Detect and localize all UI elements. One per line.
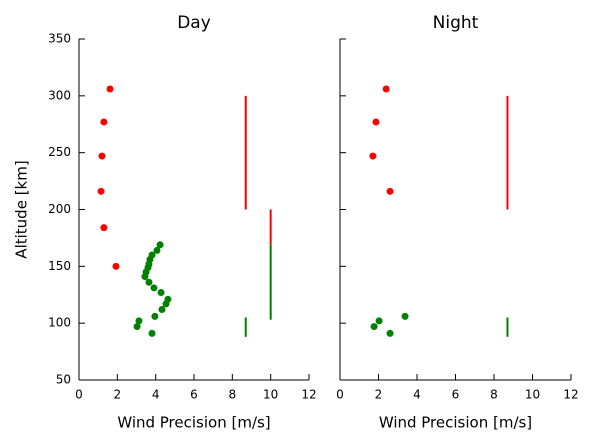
data-point: [100, 118, 108, 126]
data-point: [401, 312, 409, 320]
data-point: [151, 312, 159, 320]
x-tick-label: 12: [301, 388, 316, 402]
y-tick-label: 200: [48, 202, 71, 216]
x-tick-label: 2: [375, 388, 383, 402]
data-point: [370, 323, 378, 331]
y-tick-label: 50: [56, 373, 71, 387]
data-point: [386, 187, 394, 195]
data-point: [97, 187, 105, 195]
data-point: [375, 317, 383, 325]
data-point: [106, 85, 114, 93]
x-axis-label: Wind Precision [m/s]: [117, 414, 270, 432]
y-tick-label: 350: [48, 32, 71, 46]
data-point: [386, 329, 394, 337]
data-point: [382, 85, 390, 93]
data-point: [369, 152, 377, 160]
x-tick-label: 8: [490, 388, 498, 402]
data-point: [372, 118, 380, 126]
x-tick-label: 0: [75, 388, 83, 402]
data-point: [148, 329, 156, 337]
x-tick-label: 8: [229, 388, 237, 402]
x-axis-label: Wind Precision [m/s]: [379, 414, 532, 432]
data-point: [135, 317, 143, 325]
data-point: [156, 241, 164, 249]
x-tick-label: 0: [336, 388, 344, 402]
data-point: [133, 323, 141, 331]
data-point: [150, 284, 158, 292]
data-point: [162, 300, 170, 308]
y-tick-label: 150: [48, 259, 71, 273]
data-point: [153, 246, 161, 254]
chart-title: Day: [177, 13, 211, 33]
chart-title: Night: [433, 13, 479, 33]
x-tick-label: 4: [413, 388, 421, 402]
x-tick-label: 6: [452, 388, 460, 402]
y-tick-label: 250: [48, 145, 71, 159]
data-point: [158, 306, 166, 314]
data-point: [157, 288, 165, 296]
data-point: [112, 262, 120, 270]
data-point: [100, 224, 108, 232]
x-tick-label: 10: [263, 388, 278, 402]
data-point: [98, 152, 106, 160]
data-point: [145, 278, 153, 286]
y-tick-label: 100: [48, 316, 71, 330]
y-tick-label: 300: [48, 88, 71, 102]
x-tick-label: 2: [114, 388, 122, 402]
x-tick-label: 6: [190, 388, 198, 402]
y-axis-label: Altitude [km]: [13, 160, 31, 258]
x-tick-label: 4: [152, 388, 160, 402]
x-tick-label: 10: [525, 388, 540, 402]
x-tick-label: 12: [563, 388, 578, 402]
data-point: [141, 273, 149, 281]
